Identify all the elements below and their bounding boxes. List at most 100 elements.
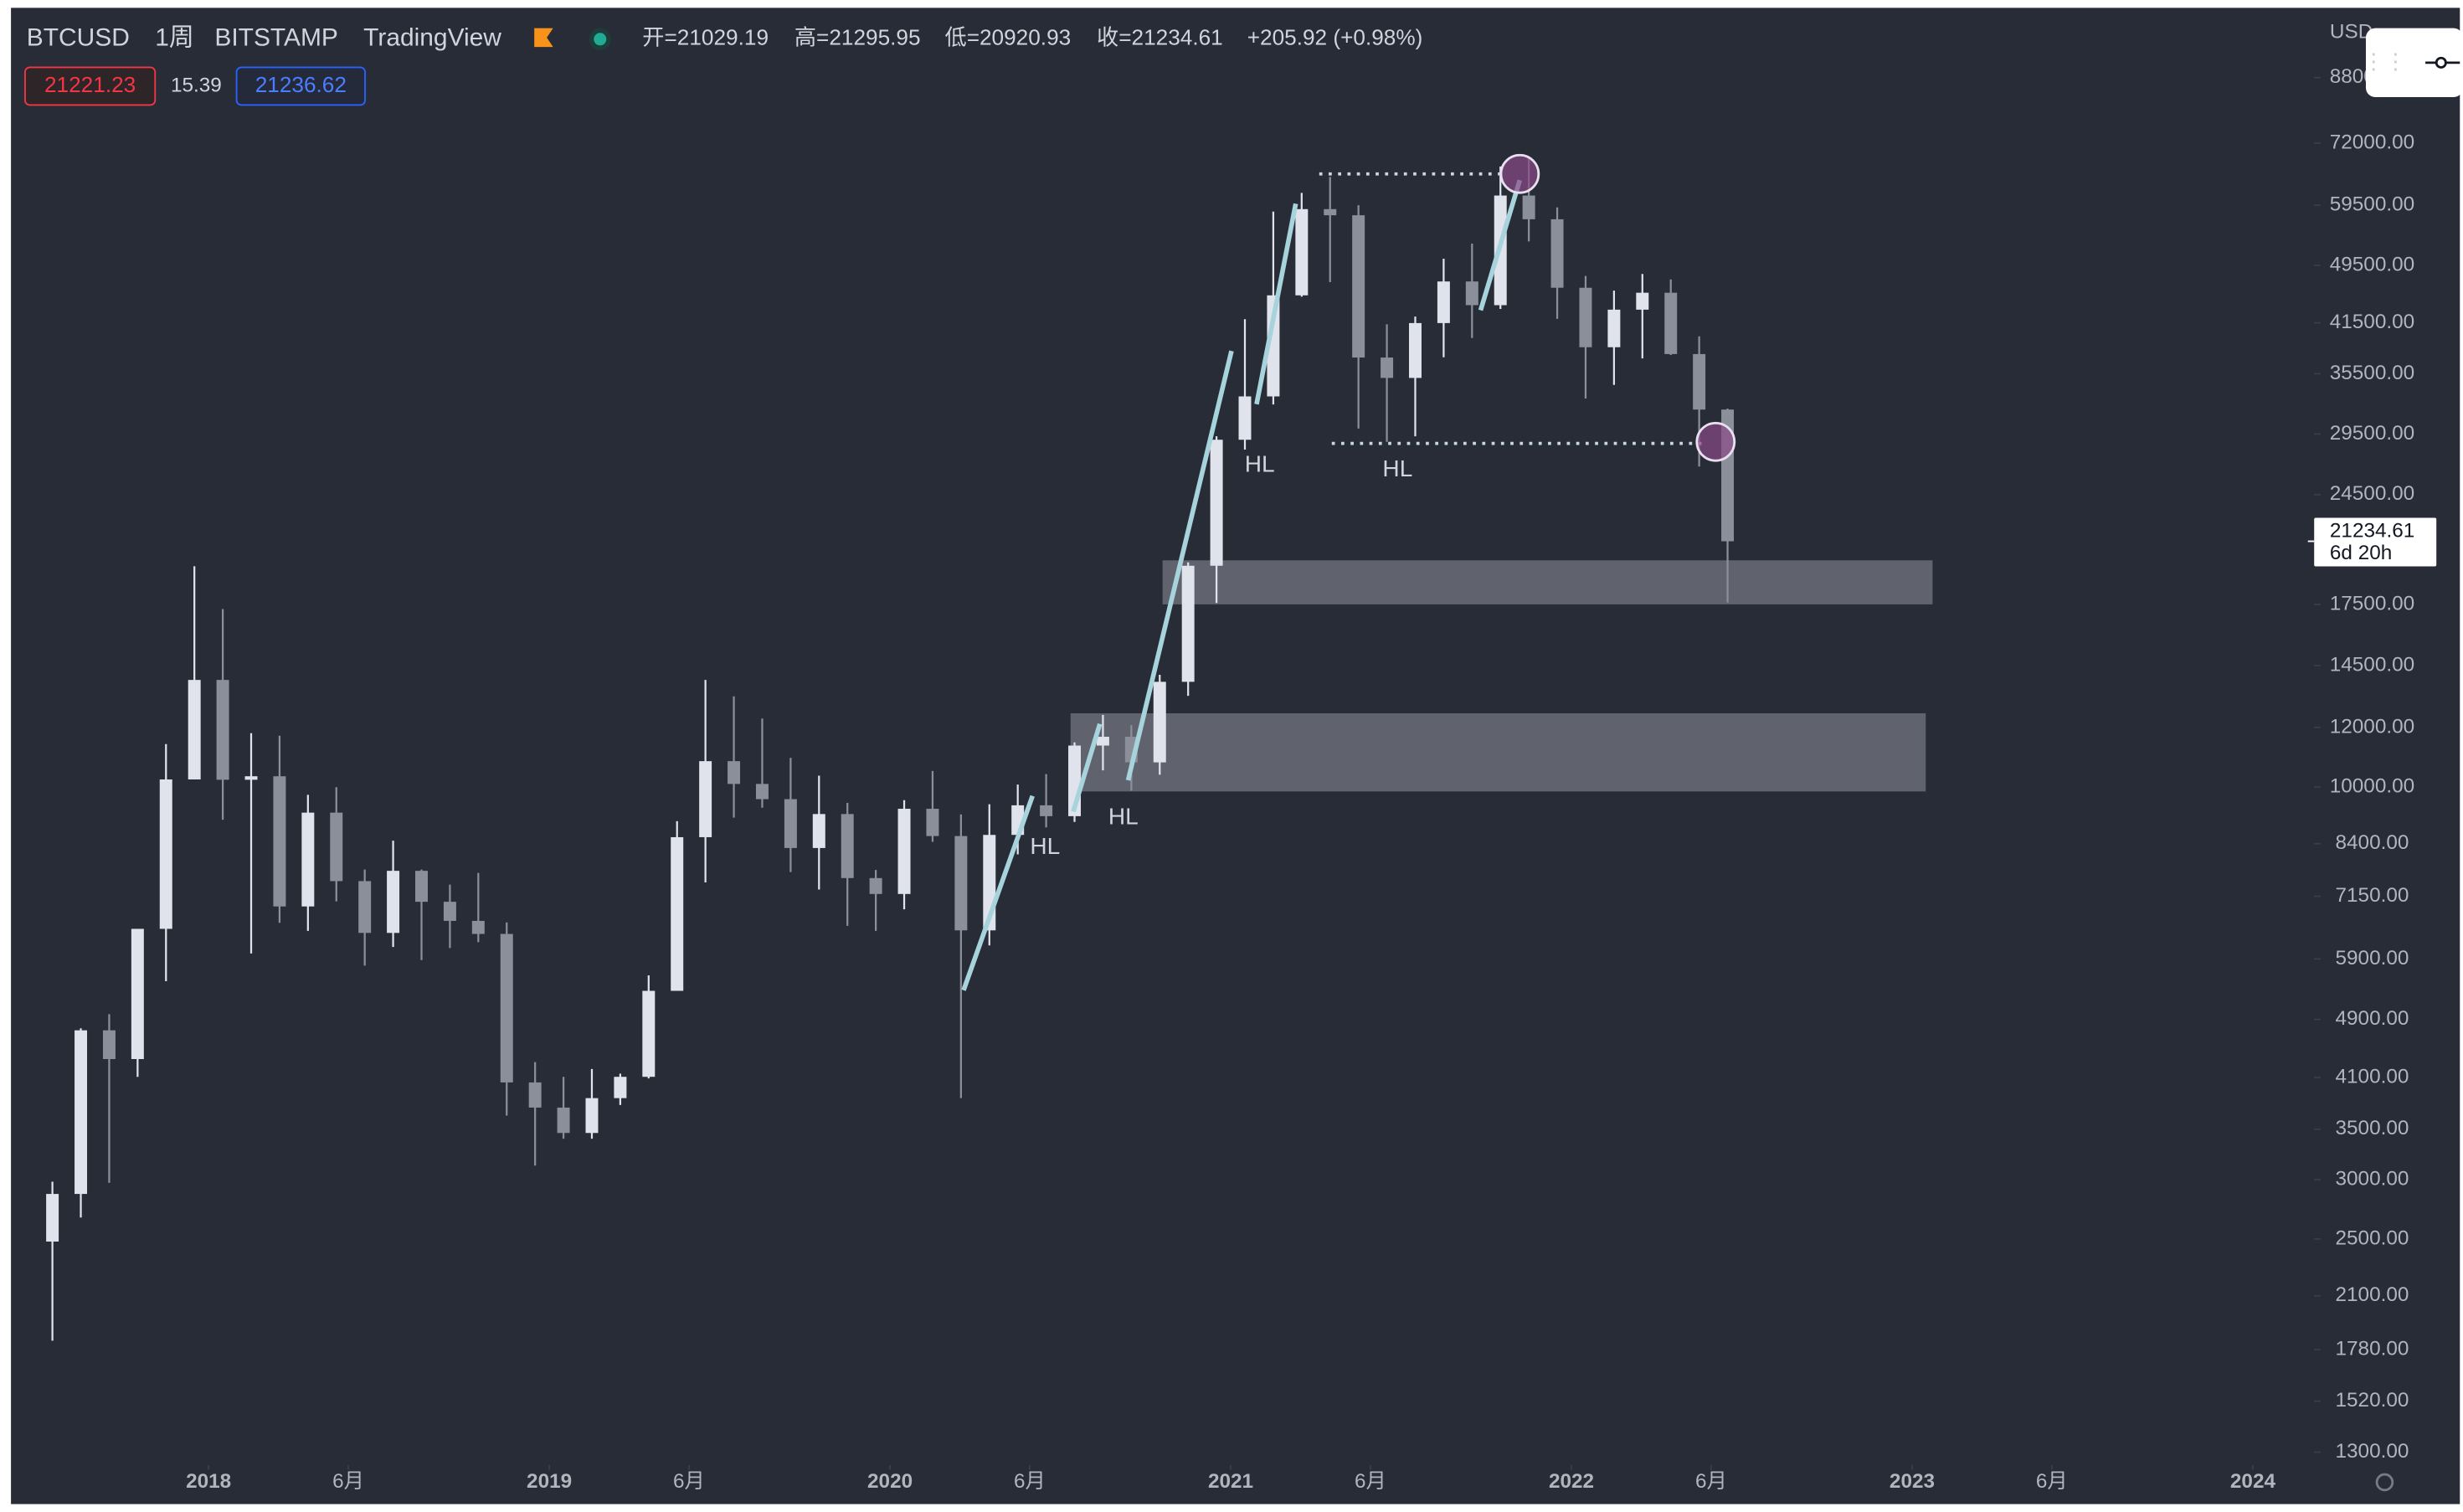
drawings: HL HL HL HL bbox=[961, 153, 1736, 991]
candle-body bbox=[1295, 208, 1309, 296]
x-tick-label: 6月 bbox=[2036, 1470, 2068, 1493]
candle-body bbox=[188, 680, 201, 779]
x-tick-label: 2023 bbox=[1890, 1470, 1935, 1493]
candle-body bbox=[585, 1098, 599, 1134]
candle-body bbox=[926, 809, 939, 836]
y-tick-label: 12000.00 bbox=[2330, 715, 2414, 738]
change: +205.92 (+0.98%) bbox=[1247, 25, 1423, 50]
marker-circle bbox=[1499, 153, 1540, 194]
candle-body bbox=[1522, 195, 1535, 219]
candle-body bbox=[1324, 208, 1337, 216]
x-tick-label: 2019 bbox=[527, 1470, 572, 1493]
candle-body bbox=[1465, 281, 1478, 306]
candle-body bbox=[46, 1194, 59, 1242]
zone bbox=[1070, 712, 1926, 792]
x-tick-label: 2021 bbox=[1208, 1470, 1253, 1493]
candle-body bbox=[1550, 219, 1564, 288]
interval: 1周 bbox=[155, 24, 194, 52]
x-tick-label: 6月 bbox=[673, 1470, 705, 1493]
candle-body bbox=[301, 812, 315, 907]
y-tick-label: 35500.00 bbox=[2330, 362, 2414, 384]
status-dot bbox=[594, 33, 607, 46]
ohlc: 开=21029.19 bbox=[642, 25, 769, 50]
candle-body bbox=[1181, 565, 1195, 682]
y-tick-label: 4100.00 bbox=[2336, 1066, 2409, 1088]
ask-box[interactable] bbox=[235, 66, 366, 106]
y-tick-label: 59500.00 bbox=[2330, 193, 2414, 216]
zone bbox=[1162, 560, 1933, 604]
candle-body bbox=[528, 1082, 542, 1108]
candle-body bbox=[443, 902, 456, 921]
candle-body bbox=[273, 776, 286, 907]
spread: 15.39 bbox=[171, 74, 222, 96]
candle-body bbox=[1664, 292, 1678, 354]
x-tick-label: 2024 bbox=[2230, 1470, 2276, 1493]
trend-line bbox=[1125, 350, 1234, 781]
candle-body bbox=[954, 836, 968, 931]
candle-body bbox=[784, 799, 797, 848]
bid: 21221.23 bbox=[44, 72, 136, 97]
drag-handle: ⋮⋮ bbox=[2363, 49, 2406, 74]
settings-icon[interactable] bbox=[2375, 1473, 2394, 1492]
annotation: HL bbox=[1030, 833, 1060, 859]
y-tick-label: 24500.00 bbox=[2330, 482, 2414, 505]
candle-body bbox=[728, 761, 741, 784]
candle-body bbox=[159, 779, 172, 929]
candle-body bbox=[1437, 281, 1450, 323]
y-tick-label: 7150.00 bbox=[2336, 884, 2409, 907]
ohlc: 低=20920.93 bbox=[945, 25, 1072, 50]
x-tick-label: 6月 bbox=[1014, 1470, 1046, 1493]
candle-body bbox=[471, 920, 485, 934]
y-tick-label: 3500.00 bbox=[2336, 1117, 2409, 1139]
last-price: 21234.61 bbox=[2330, 520, 2414, 543]
y-tick-label: 2500.00 bbox=[2336, 1227, 2409, 1249]
source: TradingView bbox=[363, 24, 501, 52]
candle-body bbox=[415, 871, 428, 903]
trend-line bbox=[1254, 203, 1298, 405]
annotation: HL bbox=[1245, 450, 1275, 476]
trend-line bbox=[961, 795, 1035, 991]
candle-body bbox=[1579, 287, 1592, 347]
flag-icon bbox=[534, 28, 553, 48]
candle-body bbox=[1096, 737, 1109, 746]
y-tick-label: 1780.00 bbox=[2336, 1338, 2409, 1360]
y-tick-label: 49500.00 bbox=[2330, 253, 2414, 275]
candle-body bbox=[1267, 295, 1280, 397]
candle-body bbox=[1352, 215, 1365, 358]
x-tick-label: 2022 bbox=[1549, 1470, 1594, 1493]
x-tick-label: 2018 bbox=[186, 1470, 231, 1493]
toolbar-widget[interactable] bbox=[2365, 28, 2463, 98]
candle-body bbox=[869, 877, 882, 894]
bid-box[interactable] bbox=[24, 66, 157, 106]
candle-body bbox=[642, 990, 656, 1077]
bottom-edge bbox=[3, 1504, 2460, 1512]
y-tick-label: 1520.00 bbox=[2336, 1389, 2409, 1412]
candle-body bbox=[500, 933, 513, 1083]
currency: USD bbox=[2330, 21, 2373, 44]
y-tick-label: 2100.00 bbox=[2336, 1283, 2409, 1306]
x-tick-label: 2020 bbox=[867, 1470, 913, 1493]
candle-body bbox=[358, 881, 372, 933]
candle-body bbox=[812, 814, 825, 848]
x-tick-label: 6月 bbox=[1695, 1470, 1727, 1493]
y-tick-label: 4900.00 bbox=[2336, 1007, 2409, 1030]
candle-body bbox=[131, 928, 144, 1059]
candle-body bbox=[75, 1030, 88, 1195]
marker-circle bbox=[1695, 421, 1736, 462]
candle-body bbox=[897, 809, 911, 894]
candle-body bbox=[1409, 322, 1422, 378]
y-tick-label: 72000.00 bbox=[2330, 131, 2414, 153]
tool-icon bbox=[2435, 56, 2447, 69]
symbol: BTCUSD bbox=[27, 24, 130, 52]
y-tick-label: 41500.00 bbox=[2330, 311, 2414, 333]
y-tick-label: 10000.00 bbox=[2330, 774, 2414, 797]
candle-body bbox=[244, 776, 258, 780]
exchange: BITSTAMP bbox=[214, 24, 337, 52]
y-tick-label: 8400.00 bbox=[2336, 831, 2409, 854]
candle-body bbox=[1607, 309, 1621, 347]
price-axis: 88000.0072000.0059500.0049500.0041500.00… bbox=[186, 65, 2414, 1493]
candle-body bbox=[1693, 353, 1706, 410]
y-tick-label: 29500.00 bbox=[2330, 422, 2414, 445]
ohlc: 收=21234.61 bbox=[1097, 25, 1223, 50]
